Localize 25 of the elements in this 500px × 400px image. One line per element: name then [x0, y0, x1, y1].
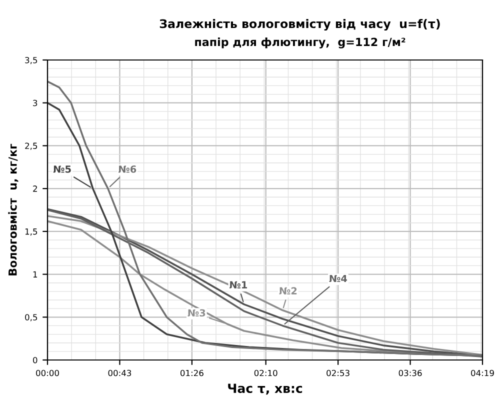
chart-subtitle: папір для флютингу, g=112 г/м²	[195, 38, 406, 48]
series-label: №5	[53, 166, 71, 173]
x-tick-label: 02:53	[326, 370, 350, 376]
chart-title: Залежність вологовмісту від часу u=f(τ)	[160, 19, 440, 31]
x-tick-label: 00:00	[36, 370, 59, 376]
x-tick-label: 04:19	[471, 370, 494, 376]
text: №4	[329, 274, 347, 282]
x-tick-label: 00:43	[108, 370, 132, 376]
y-tick-label: 0	[33, 356, 38, 364]
x-axis-title: Час τ, хв:с	[228, 384, 302, 395]
y-tick-label: 3,5	[25, 56, 38, 64]
series-label: №6	[118, 165, 136, 173]
y-tick-label: 1	[33, 271, 38, 278]
y-tick-label: 2	[33, 186, 37, 192]
series-label: №3	[188, 309, 206, 317]
series-label: №1	[230, 281, 248, 288]
series-label: №2	[279, 287, 297, 294]
y-tick-label: 1,5	[25, 228, 38, 236]
y-tick-label: 3	[33, 100, 38, 106]
y-tick-label: 0,5	[25, 314, 38, 322]
x-tick-label: 03:36	[398, 370, 422, 376]
y-axis-title: Вологовміст u, кг/кг	[8, 144, 18, 276]
x-tick-label: 02:10	[254, 370, 278, 376]
x-tick-label: 01:26	[180, 370, 204, 376]
y-tick-label: 2,5	[25, 142, 38, 150]
